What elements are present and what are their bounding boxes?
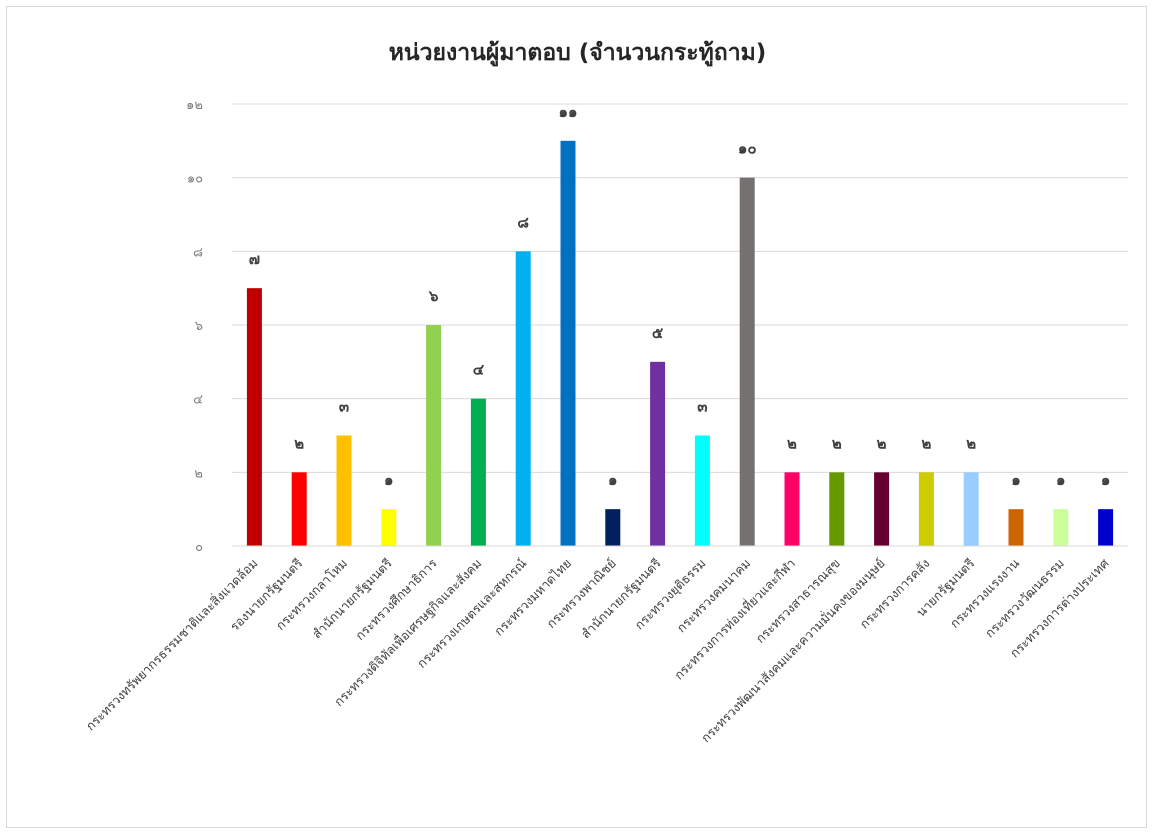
bar xyxy=(650,361,666,546)
bar xyxy=(1053,509,1069,546)
data-label: ๔ xyxy=(473,361,485,379)
data-label: ๒ xyxy=(294,434,304,452)
data-label: ๓ xyxy=(697,398,707,416)
bar xyxy=(918,472,934,546)
category-label: สำนักนายกรัฐมนตรี xyxy=(578,555,664,641)
bar xyxy=(336,435,352,546)
category-label: กระทรวงวัฒนธรรม xyxy=(982,556,1067,641)
y-tick-label: ๐ xyxy=(195,540,203,555)
bar xyxy=(694,435,710,546)
bar xyxy=(784,472,800,546)
bar xyxy=(470,398,486,546)
bar xyxy=(291,472,307,546)
y-tick-label: ๖ xyxy=(195,319,203,334)
y-tick-label: ๑๐ xyxy=(187,172,203,187)
data-label: ๒ xyxy=(966,434,976,452)
bar xyxy=(963,472,979,546)
data-label: ๑ xyxy=(1056,471,1066,489)
data-label: ๒ xyxy=(877,434,887,452)
data-label: ๖ xyxy=(428,287,439,305)
bar xyxy=(1098,509,1114,546)
chart-title: หน่วยงานผู้มาตอบ (จำนวนกระทู้ถาม) xyxy=(388,40,767,66)
data-label: ๒ xyxy=(832,434,842,452)
bar xyxy=(739,177,755,546)
category-label: กระทรวงศึกษาธิการ xyxy=(352,555,440,643)
y-tick-label: ๑๒ xyxy=(186,98,203,113)
y-tick-label: ๒ xyxy=(194,466,203,481)
category-label: กระทรวงมหาดไทย xyxy=(491,556,574,639)
data-label: ๓ xyxy=(339,398,349,416)
bar xyxy=(560,140,576,547)
data-label: ๑๑ xyxy=(558,103,577,121)
bar-chart: ๐๒๔๖๘๑๐๑๒๗กระทรวงทรัพยากรธรรมชาติและสิ่ง… xyxy=(82,98,1128,746)
bar xyxy=(874,472,890,546)
bar xyxy=(1008,509,1024,546)
bar xyxy=(605,509,621,546)
chart-frame: หน่วยงานผู้มาตอบ (จำนวนกระทู้ถาม) ๐๒๔๖๘๑… xyxy=(6,6,1147,828)
y-tick-label: ๘ xyxy=(193,245,203,260)
data-label: ๑๐ xyxy=(738,140,757,158)
bar xyxy=(829,472,845,546)
bar xyxy=(381,509,397,546)
data-label: ๗ xyxy=(249,250,260,268)
y-tick-label: ๔ xyxy=(193,393,203,408)
data-label: ๑ xyxy=(608,471,618,489)
data-label: ๑ xyxy=(1101,471,1111,489)
data-label: ๘ xyxy=(517,213,529,231)
category-label: กระทรวงทรัพยากรธรรมชาติและสิ่งแวดล้อม xyxy=(82,555,261,734)
bar xyxy=(426,325,442,546)
bar xyxy=(246,288,262,546)
data-label: ๒ xyxy=(787,434,797,452)
category-label: สำนักนายกรัฐมนตรี xyxy=(309,555,395,641)
bar xyxy=(515,251,531,547)
data-label: ๕ xyxy=(652,324,664,342)
data-label: ๑ xyxy=(1011,471,1021,489)
data-label: ๒ xyxy=(921,434,931,452)
category-label: กระทรวงสาธารณสุข xyxy=(753,556,844,647)
data-label: ๑ xyxy=(384,471,394,489)
